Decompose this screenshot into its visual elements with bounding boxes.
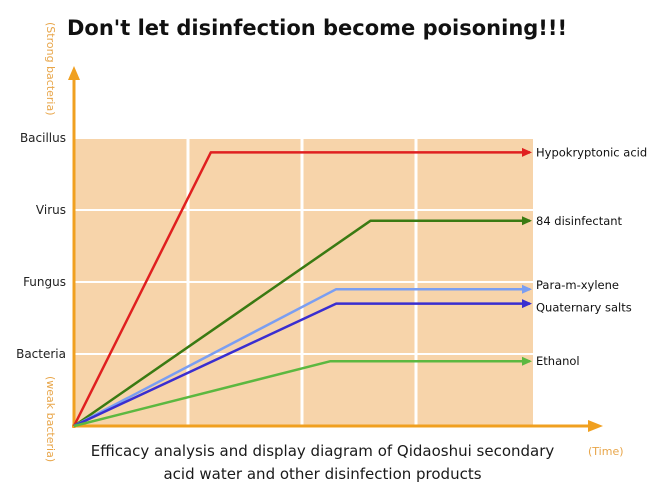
grid	[62, 137, 533, 426]
series-label: Hypokryptonic acid	[536, 145, 647, 159]
series-lines	[72, 147, 532, 428]
series-arrowhead	[522, 299, 532, 309]
y-axis-bottom-note: (weak bacteria)	[44, 376, 57, 462]
chart-title: Don't let disinfection become poisoning!…	[67, 16, 568, 40]
series-arrowhead	[522, 147, 532, 157]
y-tick-label: Bacillus	[20, 131, 66, 145]
caption: Efficacy analysis and display diagram of…	[70, 440, 575, 486]
y-axis-top-note: (Strong bacteria)	[44, 22, 57, 116]
series-line	[73, 302, 530, 428]
y-axis-arrowhead	[68, 66, 80, 80]
caption-line-2: acid water and other disinfection produc…	[163, 465, 482, 483]
series-labels: Hypokryptonic acid 84 disinfectant Para-m-…	[536, 145, 647, 368]
axes	[68, 66, 603, 432]
x-axis-note: (Time)	[588, 445, 624, 458]
y-tick-label: Bacteria	[16, 347, 66, 361]
y-tick-label: Fungus	[23, 275, 66, 289]
series-line	[72, 151, 530, 427]
caption-line-1: Efficacy analysis and display diagram of…	[90, 442, 555, 460]
series-line	[73, 287, 530, 428]
series-arrowhead	[522, 284, 532, 294]
x-axis-arrowhead	[588, 420, 603, 432]
series-label: Quaternary salts	[536, 301, 632, 315]
series-label: Ethanol	[536, 354, 580, 368]
series-label: 84 disinfectant	[536, 214, 623, 228]
series-label: Para-m-xylene	[536, 278, 619, 292]
series-arrowhead	[522, 356, 532, 366]
series-line	[73, 359, 530, 428]
series-arrowhead	[522, 216, 532, 226]
y-tick-label: Virus	[36, 203, 66, 217]
series-line	[73, 219, 530, 428]
y-tick-labels: Bacteria Fungus Virus Bacillus	[16, 131, 66, 361]
